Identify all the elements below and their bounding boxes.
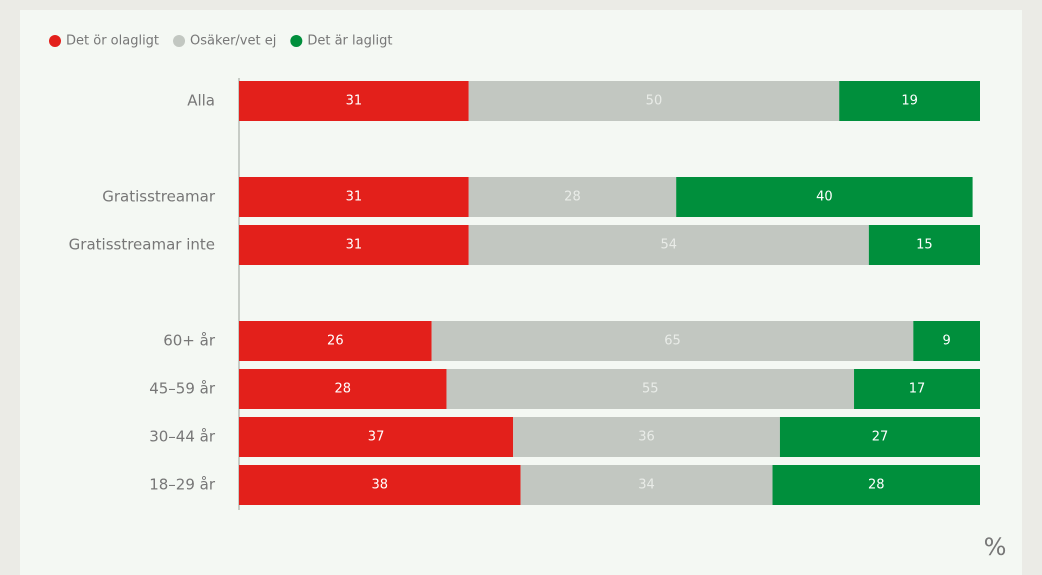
y-tick-label: 18–29 år xyxy=(149,476,216,494)
data-label: 31 xyxy=(346,94,363,109)
data-label: 28 xyxy=(564,190,581,205)
data-label: 9 xyxy=(943,334,951,349)
bar-segment xyxy=(431,321,914,361)
data-label: 31 xyxy=(346,190,363,205)
data-label: 19 xyxy=(901,94,918,109)
data-label: 36 xyxy=(638,430,655,445)
data-label: 38 xyxy=(372,478,389,493)
data-label: 40 xyxy=(816,190,833,205)
data-label: 28 xyxy=(334,382,351,397)
bar-segment xyxy=(520,465,773,505)
bar-segment xyxy=(239,225,469,265)
y-tick-label: 45–59 år xyxy=(149,380,216,398)
bar-segment xyxy=(239,465,521,505)
data-label: 37 xyxy=(368,430,385,445)
bar-segment xyxy=(446,369,855,409)
bar-segment xyxy=(839,81,980,121)
legend-swatch xyxy=(173,35,186,47)
data-label: 34 xyxy=(638,478,655,493)
data-label: 26 xyxy=(327,334,344,349)
bar-segment xyxy=(239,321,432,361)
bar-segment xyxy=(513,417,780,457)
bar-segment xyxy=(779,417,980,457)
legend-swatch xyxy=(290,35,303,47)
legend-label: Det ör olagligt xyxy=(66,34,159,49)
data-label: 65 xyxy=(664,334,681,349)
y-tick-label: Gratisstreamar xyxy=(102,188,216,206)
bar-segment xyxy=(239,81,469,121)
bar-segment xyxy=(468,177,677,217)
legend-swatch xyxy=(49,35,61,47)
data-label: 15 xyxy=(916,238,933,253)
x-axis-label: % xyxy=(984,533,1007,561)
data-label: 55 xyxy=(642,382,659,397)
bar-segment xyxy=(239,177,469,217)
legend-label: Osäker/vet ej xyxy=(190,34,276,49)
y-tick-label: Alla xyxy=(187,92,215,110)
y-tick-label: 60+ år xyxy=(163,332,216,350)
bar-segment xyxy=(772,465,980,505)
y-tick-label: Gratisstreamar inte xyxy=(69,236,215,254)
data-label: 17 xyxy=(909,382,926,397)
data-label: 31 xyxy=(346,238,363,253)
y-tick-label: 30–44 år xyxy=(149,428,216,446)
legend-label: Det är lagligt xyxy=(307,34,392,49)
bar-segment xyxy=(854,369,980,409)
bar-segment xyxy=(468,225,869,265)
data-label: 27 xyxy=(872,430,889,445)
bar-segment xyxy=(239,369,447,409)
data-label: 50 xyxy=(646,94,663,109)
bar-segment xyxy=(468,81,840,121)
bar-segment xyxy=(676,177,973,217)
data-label: 54 xyxy=(661,238,678,253)
bar-segment xyxy=(913,321,980,361)
bar-segment xyxy=(868,225,980,265)
bar-segment xyxy=(239,417,514,457)
data-label: 28 xyxy=(868,478,885,493)
